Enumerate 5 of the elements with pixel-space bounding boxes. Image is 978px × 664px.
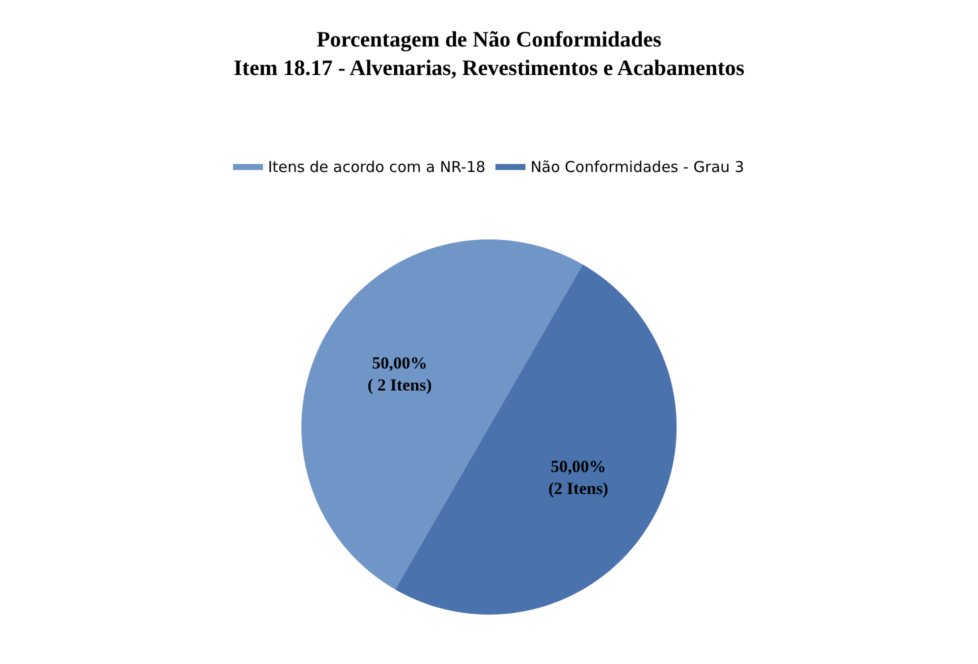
legend-label: Itens de acordo com a NR-18: [268, 158, 486, 176]
chart-title: Porcentagem de Não Conformidades Item 18.17 - Alvenarias, Revestimentos e Acabamentos: [234, 26, 745, 80]
data-label: 50,00% ( 2 Itens): [368, 354, 432, 395]
legend-label: Não Conformidades - Grau 3: [530, 158, 744, 176]
data-label: 50,00% (2 Itens): [548, 456, 608, 498]
